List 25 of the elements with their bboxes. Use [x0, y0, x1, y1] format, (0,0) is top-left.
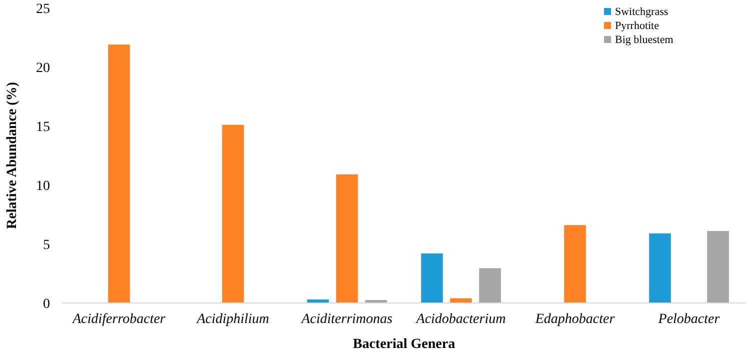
- y-tick-label: 15: [36, 120, 50, 135]
- x-tick-label: Acidobacterium: [415, 312, 506, 327]
- y-tick-label: 5: [43, 238, 50, 253]
- bar: [108, 44, 130, 303]
- y-tick-label: 20: [36, 60, 50, 76]
- x-tick-label: Aciditerrimonas: [300, 312, 394, 327]
- legend-label: Big bluestem: [615, 34, 674, 46]
- x-axis-title: Bacterial Genera: [352, 337, 456, 352]
- y-tick-label: 0: [43, 296, 50, 312]
- y-axis-title: Relative Abundance (%): [5, 82, 20, 229]
- bar: [707, 231, 729, 303]
- bar: [336, 174, 358, 303]
- x-tick-label: Acidiferrobacter: [72, 312, 166, 327]
- x-tick-label: Pelobacter: [657, 312, 720, 327]
- bar: [564, 225, 586, 303]
- y-tick-label: 25: [36, 2, 50, 17]
- bar: [649, 233, 671, 303]
- y-tick-label: 10: [36, 178, 50, 194]
- bar: [479, 268, 501, 303]
- bar: [222, 124, 244, 303]
- bar: [421, 253, 443, 303]
- x-tick-label: Acidiphilium: [196, 312, 270, 327]
- x-tick-label: Edaphobacter: [534, 312, 616, 327]
- legend-label: Switchgrass: [615, 6, 668, 18]
- legend-label: Pyrrhotite: [615, 20, 660, 32]
